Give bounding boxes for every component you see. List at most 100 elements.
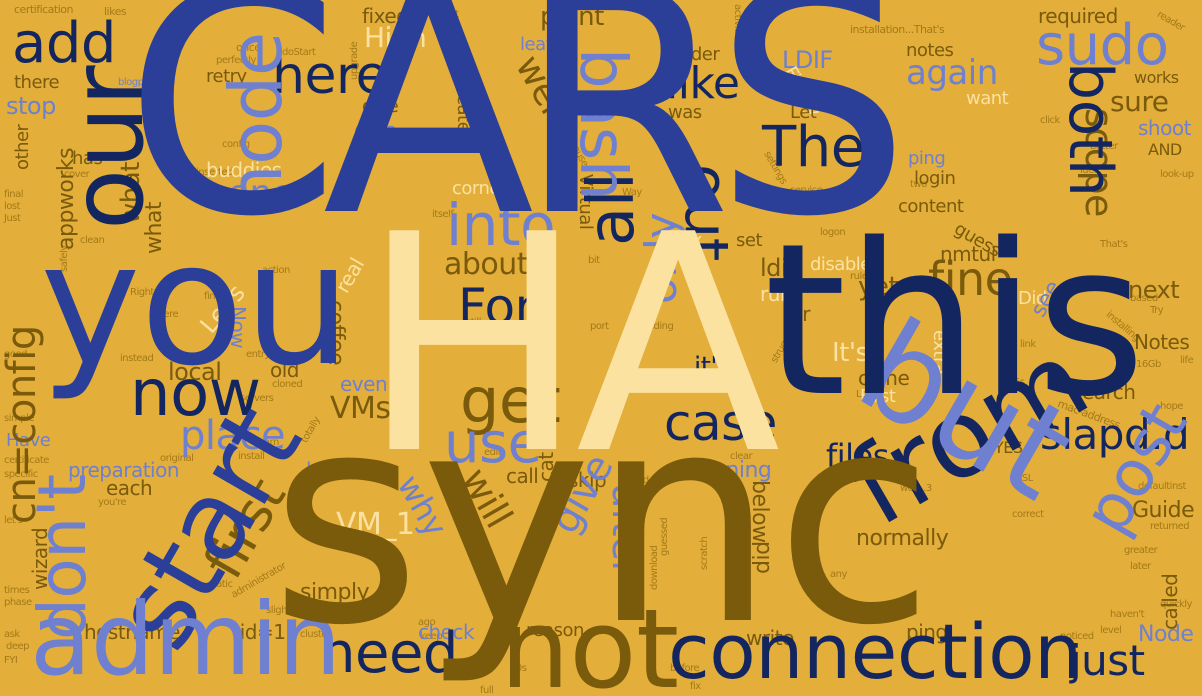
word-search: search [1072,380,1136,404]
word-blogpost: blogpost [118,77,158,88]
word-each: each [106,476,153,500]
word-once: once [236,41,261,54]
word-logon: logon [820,227,846,238]
word-thats: That's [1100,239,1128,250]
word-yes: YES [994,438,1023,457]
word-point: point [540,2,604,32]
word-one: one [228,173,294,214]
word-normally: normally [856,526,949,551]
word-just: just [1070,636,1145,685]
word-for: For [458,278,535,336]
word-any: any [830,569,847,580]
word-specific: specific [4,469,38,480]
word-port: port [590,321,609,332]
word-has: has [72,148,103,169]
word-next: next [1128,276,1180,304]
word-buddies: buddies [206,158,282,182]
word-fyi: FYI [4,655,18,666]
word-cover: cover [64,169,90,180]
word-need: need [320,621,458,686]
word-installation: installation...That's [850,23,945,36]
word-shoot: shoot [1138,116,1191,140]
word-data: data [354,118,398,142]
word-cluster: cluster [300,629,331,640]
word-cars: CARS [124,0,911,285]
word-this: this [764,198,1146,443]
word-perfectly: perfectly [216,55,256,66]
word-clean: clean [80,235,105,246]
word-sure: sure [1110,85,1169,118]
word-run: run [760,282,793,306]
word-again: again [906,53,998,93]
word-ping: ping [906,620,948,644]
word-noticed: noticed [1060,631,1094,642]
word-servers: servers [240,393,274,404]
word-link: link [1020,339,1036,350]
word-about: about [444,247,529,282]
word-revert: revert [824,599,852,610]
word-ldap: LDAP [856,389,880,400]
word-yet: yet [858,272,899,302]
word-static: static [208,579,233,590]
word-box: Box [670,230,702,251]
word-16gb: 16Gb [1136,359,1161,370]
word-before: before [670,663,700,674]
word-both: both [1055,62,1125,197]
word-reason: reason [526,620,584,641]
word-you: you [40,206,351,404]
word-two: two [910,179,927,190]
word-have: Have [6,430,51,451]
word-slightly: slightly [266,605,299,616]
word-find: find [204,291,221,302]
word-ok: OK [1050,297,1064,308]
word-rule: rule [850,271,868,282]
word-original: original [160,453,194,464]
word-slapd: slapd.d [1040,410,1190,459]
word-youre: you're [98,497,127,508]
word-write: write [746,626,794,650]
word-here: here [272,46,388,106]
word-fixed: fixed [362,4,409,28]
word-just2: Just [4,213,21,224]
word-loading: loading [640,321,674,332]
word-action: action [262,265,290,276]
word-was: was [668,102,702,123]
word-install: install [238,451,265,462]
word-final: final [4,189,24,200]
word-now: now [130,357,261,431]
word-leave: leave [520,34,567,55]
word-defaultinst: defaultinst [1138,481,1186,492]
word-well3: well...3 [900,483,932,494]
word-way: Way [622,187,642,198]
word-first2: First [860,386,896,407]
word-simply: simply [300,580,370,605]
word-case: case [664,394,777,452]
word-phase: phase [4,597,32,608]
word-vm1: VM_1 [336,507,415,542]
word-ldif-caps: LDIF [782,46,833,74]
word-old: old [270,358,300,382]
word-config: config [222,139,250,150]
word-full: full [480,685,494,696]
word-hope: hope [1160,401,1183,412]
word-ldif: ldif [760,254,796,282]
word-greater: greater [1124,545,1158,556]
word-not: not [500,585,679,696]
word-keep: keep [420,631,443,642]
word-cloned: cloned [272,379,303,390]
word-did2: Did [1018,288,1047,309]
word-itself: itself [432,209,454,220]
word-im: I'm [810,196,837,217]
word-even: even [340,372,388,396]
word-where: where [150,309,179,320]
word-deep: deep [6,641,30,652]
word-likes: likes [104,5,127,18]
word-bit: bit [588,255,600,266]
word-better: better [1090,141,1118,152]
word-node-cap: Node [1138,622,1194,647]
word-dostart: doStart [282,47,316,58]
word-idea: idea [1080,165,1100,176]
word-times: times [4,585,30,596]
word-rid: rid=1 [232,620,286,644]
word-instead: instead [120,353,154,364]
